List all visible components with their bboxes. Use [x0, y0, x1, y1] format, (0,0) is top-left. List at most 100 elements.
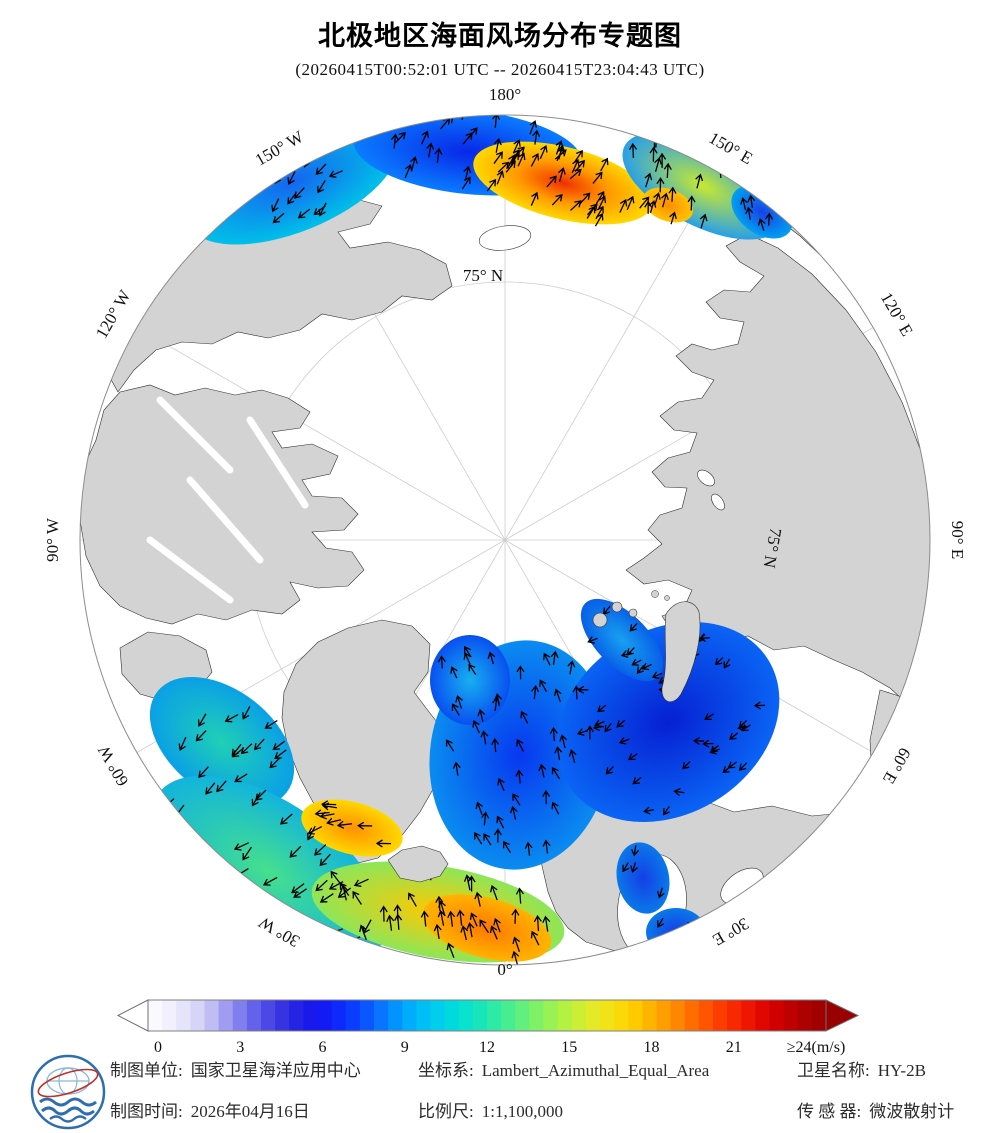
wind-arrow: [692, 736, 705, 745]
wind-arrow: [649, 146, 658, 162]
footer-value: 1:1,100,000: [481, 1102, 563, 1121]
wind-arrow: [597, 704, 607, 713]
wind-arrow: [246, 169, 261, 178]
wind-arrow: [486, 178, 497, 192]
wind-arrow: [512, 793, 521, 806]
wind-arrow: [505, 160, 516, 173]
wind-arrow: [272, 740, 286, 751]
wind-arrow: [404, 164, 413, 179]
wind-arrow: [262, 876, 278, 886]
wind-arrow: [539, 679, 548, 693]
wind-arrow: [492, 115, 501, 128]
arctic-archipelago-channels: [146, 396, 309, 604]
wind-arrow: [240, 743, 253, 755]
polar-map: 180° 150° W 120° W 90° W 60° W 30° W 0° …: [43, 85, 967, 979]
wind-arrow: [460, 115, 469, 121]
wind-arrow: [198, 766, 209, 778]
colorbar-cell: [218, 1000, 234, 1031]
wind-arrow: [463, 165, 472, 181]
colorbar-cells: [148, 1000, 827, 1031]
wind-arrow: [576, 728, 588, 736]
colorbar-cell: [388, 1000, 403, 1031]
wind-arrow: [197, 713, 207, 727]
wind-arrow: [339, 882, 350, 897]
meridian-label-90e: 90° E: [948, 521, 967, 559]
wind-arrow: [200, 872, 210, 888]
wind-arrow: [237, 180, 252, 188]
colorbar-tick-label: 9: [401, 1039, 409, 1056]
wind-arrow: [264, 719, 278, 729]
wind-arrow: [551, 801, 560, 815]
meridian-label-60w: 60° W: [94, 741, 133, 789]
colorbar-cell: [529, 1000, 545, 1031]
wind-arrow: [619, 198, 628, 213]
meridian-label-150e: 150° E: [706, 128, 756, 168]
colorbar-cell: [444, 1000, 460, 1031]
footer-label: 卫星名称:: [797, 1061, 870, 1080]
wind-arrow: [597, 195, 607, 210]
wind-arrow: [753, 701, 766, 710]
colorbar-cell: [289, 1000, 304, 1031]
wind-arrow: [559, 734, 568, 749]
wind-arrow: [754, 175, 763, 191]
wind-arrow: [162, 839, 176, 849]
wind-arrow: [549, 726, 558, 742]
colorbar-cell: [458, 1000, 474, 1031]
wind-arrow: [445, 739, 455, 752]
wind-arrow: [757, 218, 766, 231]
wind-arrow: [629, 622, 638, 632]
colorbar-cell: [543, 1000, 559, 1031]
severnaya-zemlya-1: [697, 469, 715, 487]
colorbar-cell: [501, 1000, 516, 1031]
footer-mapping-date: 制图时间: 2026年04月16日: [110, 1097, 310, 1122]
wind-arrow: [530, 930, 540, 946]
wind-arrow: [636, 664, 645, 675]
colorbar-cell: [487, 1000, 502, 1031]
colorbar-cell: [571, 1000, 587, 1031]
wind-arrow: [182, 837, 193, 851]
logo-wave-1-icon: [39, 1097, 97, 1107]
footer-label: 传 感 器:: [797, 1102, 862, 1121]
wind-arrow: [169, 839, 183, 851]
wind-arrow: [509, 805, 518, 820]
wind-arrow: [291, 883, 305, 894]
wind-arrow: [318, 937, 331, 950]
footer-coordinate-system: 坐标系: Lambert_Azimuthal_Equal_Area: [418, 1056, 709, 1081]
colorbar-tick-labels: 0 3 6 9 12 15 18 21 ≥24(m/s): [154, 1039, 845, 1056]
wind-arrow: [233, 842, 249, 851]
wind-arrow: [663, 162, 672, 179]
wind-arrow: [595, 191, 605, 205]
wind-arrow: [709, 746, 721, 755]
wind-arrow: [313, 205, 326, 216]
wind-arrow: [307, 825, 323, 835]
wind-arrow: [298, 149, 310, 161]
wind-arrow: [192, 853, 207, 863]
colorbar-cell: [430, 1000, 446, 1031]
wind-arrow: [533, 914, 542, 932]
wind-arrow: [741, 724, 751, 732]
wind-arrow: [340, 884, 349, 901]
wind-arrow: [409, 156, 418, 172]
wind-arrow: [474, 891, 483, 907]
wind-arrow: [594, 719, 605, 728]
wind-arrow: [605, 766, 614, 775]
wind-arrow: [393, 904, 402, 921]
wind-arrow: [662, 805, 670, 816]
wind-arrow: [669, 211, 677, 225]
wind-arrow: [569, 200, 582, 211]
novaya-zemlya: [661, 601, 701, 703]
wind-arrow: [320, 800, 337, 809]
wind-arrow: [224, 915, 236, 929]
wind-arrow: [462, 132, 473, 145]
wind-arrow: [493, 828, 502, 843]
wind-region-labrador-sea: [150, 775, 386, 965]
wind-arrow: [745, 206, 754, 220]
wind-arrow: [631, 845, 640, 857]
wind-arrow: [727, 761, 738, 769]
wind-region-labrador-orange-spot: [301, 799, 403, 857]
wind-arrow: [542, 915, 551, 932]
wind-arrow: [644, 172, 653, 188]
wind-arrow: [294, 187, 305, 199]
wind-arrow: [765, 212, 774, 226]
colorbar-cell: [261, 1000, 276, 1031]
